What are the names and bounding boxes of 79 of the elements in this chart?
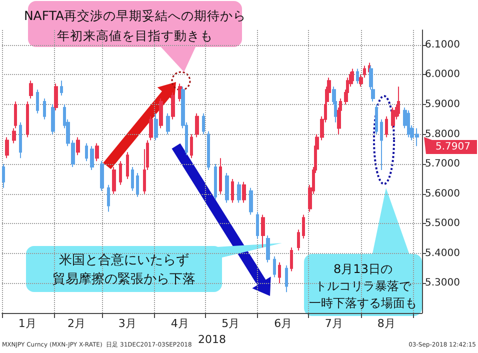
candlestick: [391, 106, 395, 129]
candlestick: [302, 214, 305, 240]
annotation: 貿易摩擦の緊張から下落: [52, 272, 196, 287]
candlestick: [356, 68, 359, 84]
candlestick: [290, 246, 293, 272]
x-tick-label: 8月: [377, 317, 396, 330]
candlestick: [112, 166, 116, 194]
candlestick: [231, 178, 234, 204]
candlestick: [195, 112, 199, 138]
annotation: 一時下落する場面も: [309, 296, 417, 310]
candlestick: [285, 264, 288, 293]
y-tick-label: 5.9000: [425, 98, 460, 110]
candlestick: [261, 214, 265, 248]
x-tick-label: 2月: [68, 317, 86, 330]
candlestick: [159, 98, 163, 129]
annotation: 年初来高値を目指す動きも: [57, 28, 213, 43]
candlestick: [166, 112, 170, 135]
candlestick: [51, 104, 55, 135]
x-tick-label: 4月: [170, 317, 189, 330]
candlestick: [29, 80, 33, 100]
x-tick-label: 3月: [118, 317, 136, 330]
candlestick: [26, 100, 29, 138]
text: NAFTA再交渉の早期妥結への期待から: [24, 8, 246, 23]
candlestick: [126, 152, 129, 180]
candlestick: [5, 136, 9, 159]
candlestick: [149, 116, 153, 141]
candlestick: [2, 164, 5, 188]
candlestick: [190, 134, 193, 159]
candlestick: [131, 166, 134, 192]
candlestick: [278, 262, 281, 284]
candlestick: [54, 83, 58, 111]
x-tick-label: 6月: [274, 317, 292, 330]
annotation: トルコリラ暴落で: [315, 279, 412, 293]
x-tick-label: 1月: [18, 317, 36, 330]
y-tick-label: 5.5000: [425, 218, 460, 230]
x-tick-label: 7月: [324, 317, 343, 330]
y-tick-label: 5.6000: [425, 188, 460, 200]
y-tick-label: 6.1000: [425, 39, 460, 50]
annotation: 5.7907: [436, 142, 470, 153]
candlestick: [19, 122, 22, 159]
candlestick: [43, 98, 46, 120]
candlestick: [407, 110, 410, 138]
candlestick: [76, 136, 80, 156]
annotation: 8月13日の: [334, 262, 392, 276]
candlestick: [214, 164, 217, 200]
candlestick: [219, 158, 222, 194]
candlestick: [380, 118, 383, 171]
candlestick: [202, 112, 205, 135]
y-tick-label: 5.3000: [425, 278, 460, 289]
y-tick-label: 6.0000: [425, 69, 460, 80]
candlestick: [119, 160, 122, 186]
y-tick-label: 5.4000: [425, 248, 460, 259]
candlestick: [207, 130, 210, 171]
candlestick: [60, 80, 63, 96]
candlestick: [385, 116, 388, 138]
candlestick: [36, 89, 39, 114]
annotation: 米国と合意にいたらず: [59, 253, 189, 268]
candlestick: [154, 112, 158, 141]
candlestick: [297, 229, 300, 251]
candlestick: [256, 211, 259, 240]
candlestick: [375, 104, 378, 135]
candlestick: [136, 172, 139, 198]
x-tick-label: 5月: [222, 317, 240, 330]
candlestick: [171, 92, 175, 120]
candlestick: [249, 187, 253, 216]
candlestick: [397, 86, 400, 117]
candlestick: [95, 142, 99, 162]
candlestick: [225, 172, 229, 204]
candlestick: [266, 235, 270, 263]
y-tick-label: 5.7000: [425, 158, 460, 170]
x-axis-title: 2018: [198, 332, 226, 346]
candlestick: [273, 256, 276, 278]
candlestick: [100, 160, 104, 192]
candlestick: [90, 146, 94, 171]
candlestick: [85, 142, 88, 162]
candlestick: [237, 181, 241, 204]
y-tick-label: 5.8000: [425, 128, 460, 140]
candlestick: [242, 181, 246, 204]
candlestick: [107, 184, 110, 212]
